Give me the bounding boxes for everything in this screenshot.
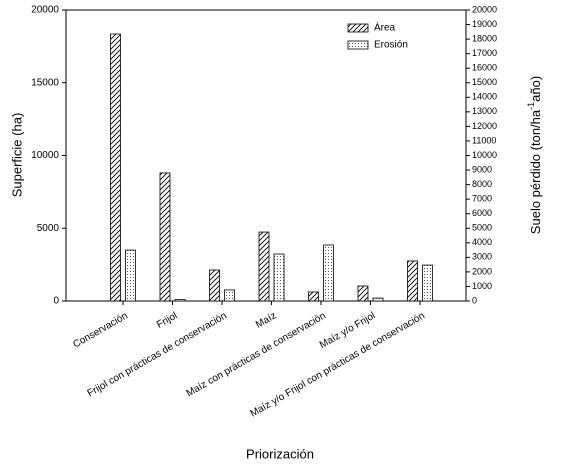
y2-tick-label: 18000 [472, 33, 497, 43]
y2-axis-title: Suelo pérdido (ton/ha-1año) [526, 76, 543, 234]
bar [407, 260, 418, 302]
y2-tick-label: 7000 [472, 194, 492, 204]
bar [209, 269, 220, 302]
bar [422, 264, 433, 302]
y2-tick-label: 8000 [472, 179, 492, 189]
bar [174, 299, 186, 302]
y2-tick-label: 5000 [472, 223, 492, 233]
bar [308, 291, 319, 302]
y2-tick-label: 11000 [472, 135, 496, 145]
y2-tick-label: 14000 [472, 92, 497, 102]
y2-tick-label: 6000 [472, 208, 492, 218]
y2-tick-label: 4000 [472, 237, 492, 247]
legend-label: Área [374, 21, 396, 34]
bar [273, 253, 285, 302]
y2-tick-label: 12000 [472, 121, 497, 131]
y2-tick-label: 2000 [472, 266, 492, 276]
y2-tick-label: 19000 [472, 19, 497, 29]
legend-swatch [347, 40, 369, 50]
y2-tick-label: 13000 [472, 106, 497, 116]
x-axis-title: Priorización [246, 446, 314, 461]
bar [159, 172, 171, 302]
bar [224, 289, 235, 302]
bar [125, 249, 136, 302]
x-tick-label: Maíz [254, 310, 278, 330]
y-tick-label: 10000 [31, 150, 59, 161]
bar [323, 244, 334, 302]
legend-swatch [347, 23, 369, 33]
y2-title-sup: -1 [526, 102, 536, 110]
x-tick-label: Frijol [155, 310, 179, 330]
y2-tick-label: 16000 [472, 63, 497, 73]
y2-tick-label: 0 [472, 295, 477, 305]
y2-tick-label: 10000 [472, 150, 497, 160]
bar [258, 231, 270, 302]
y2-tick-label: 15000 [472, 77, 497, 87]
y-axis-title: Superficie (ha) [9, 113, 24, 198]
y2-tick-label: 17000 [472, 48, 497, 58]
x-tick-label: Conservación [71, 310, 129, 350]
y2-tick-label: 9000 [472, 164, 492, 174]
y-tick-label: 15000 [31, 77, 59, 88]
y2-tick-label: 3000 [472, 252, 492, 262]
y-tick-label: 20000 [31, 5, 59, 16]
legend-label: Erosión [374, 40, 408, 51]
y2-title-part: Suelo pérdido (ton/ha [528, 109, 543, 234]
x-tick-label: Maíz y/o Frijol con prácticas de conserv… [249, 310, 427, 419]
y2-tick-label: 20000 [472, 4, 497, 14]
y2-tick-label: 1000 [472, 281, 492, 291]
y-tick-label: 5000 [37, 223, 60, 234]
bar [372, 297, 384, 302]
y-tick-label: 0 [53, 296, 59, 307]
y2-title-part: año) [528, 76, 543, 102]
bar [357, 285, 369, 302]
bar [110, 33, 121, 302]
